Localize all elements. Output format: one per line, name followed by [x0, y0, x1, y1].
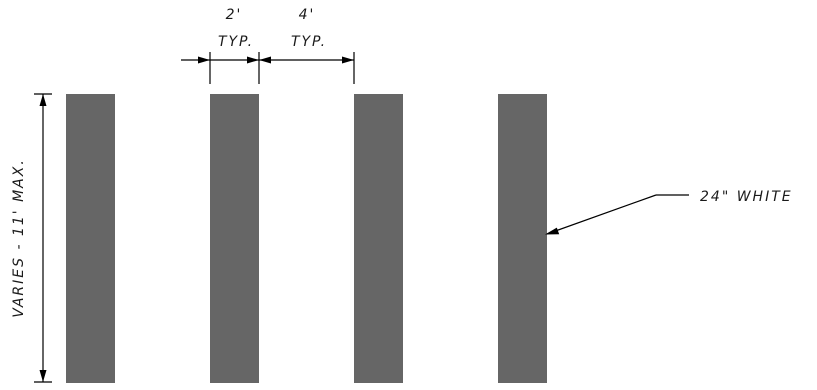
gap-width-value: 4': [299, 7, 316, 23]
arrowhead-height-bottom: [39, 370, 47, 382]
callout-arrowhead: [545, 227, 560, 235]
stripe-width-value: 2': [226, 7, 243, 23]
crosswalk-stripe-1: [66, 94, 115, 383]
arrowhead-stripe-right: [247, 56, 259, 64]
crosswalk-stripe-3: [354, 94, 403, 383]
arrowhead-gap-right: [342, 56, 354, 64]
arrowhead-stripe-left: [198, 56, 210, 64]
height-label: VARIES - 11' MAX.: [11, 158, 27, 318]
crosswalk-stripe-4: [498, 94, 547, 383]
callout-leader-diagonal: [546, 194, 657, 235]
stripe-width-note: TYP.: [218, 34, 254, 50]
material-callout: 24" WHITE: [545, 189, 793, 235]
arrowhead-height-top: [39, 94, 47, 106]
top-dimension-labels: 2' TYP. 4' TYP.: [218, 7, 327, 50]
crosswalk-stripes: [66, 94, 547, 383]
height-dimension: VARIES - 11' MAX.: [11, 93, 52, 383]
callout-label: 24" WHITE: [700, 189, 793, 205]
gap-width-note: TYP.: [291, 34, 327, 50]
crosswalk-stripe-2: [210, 94, 259, 383]
arrowhead-gap-left: [259, 56, 271, 64]
top-dimension-lines: [181, 52, 355, 84]
